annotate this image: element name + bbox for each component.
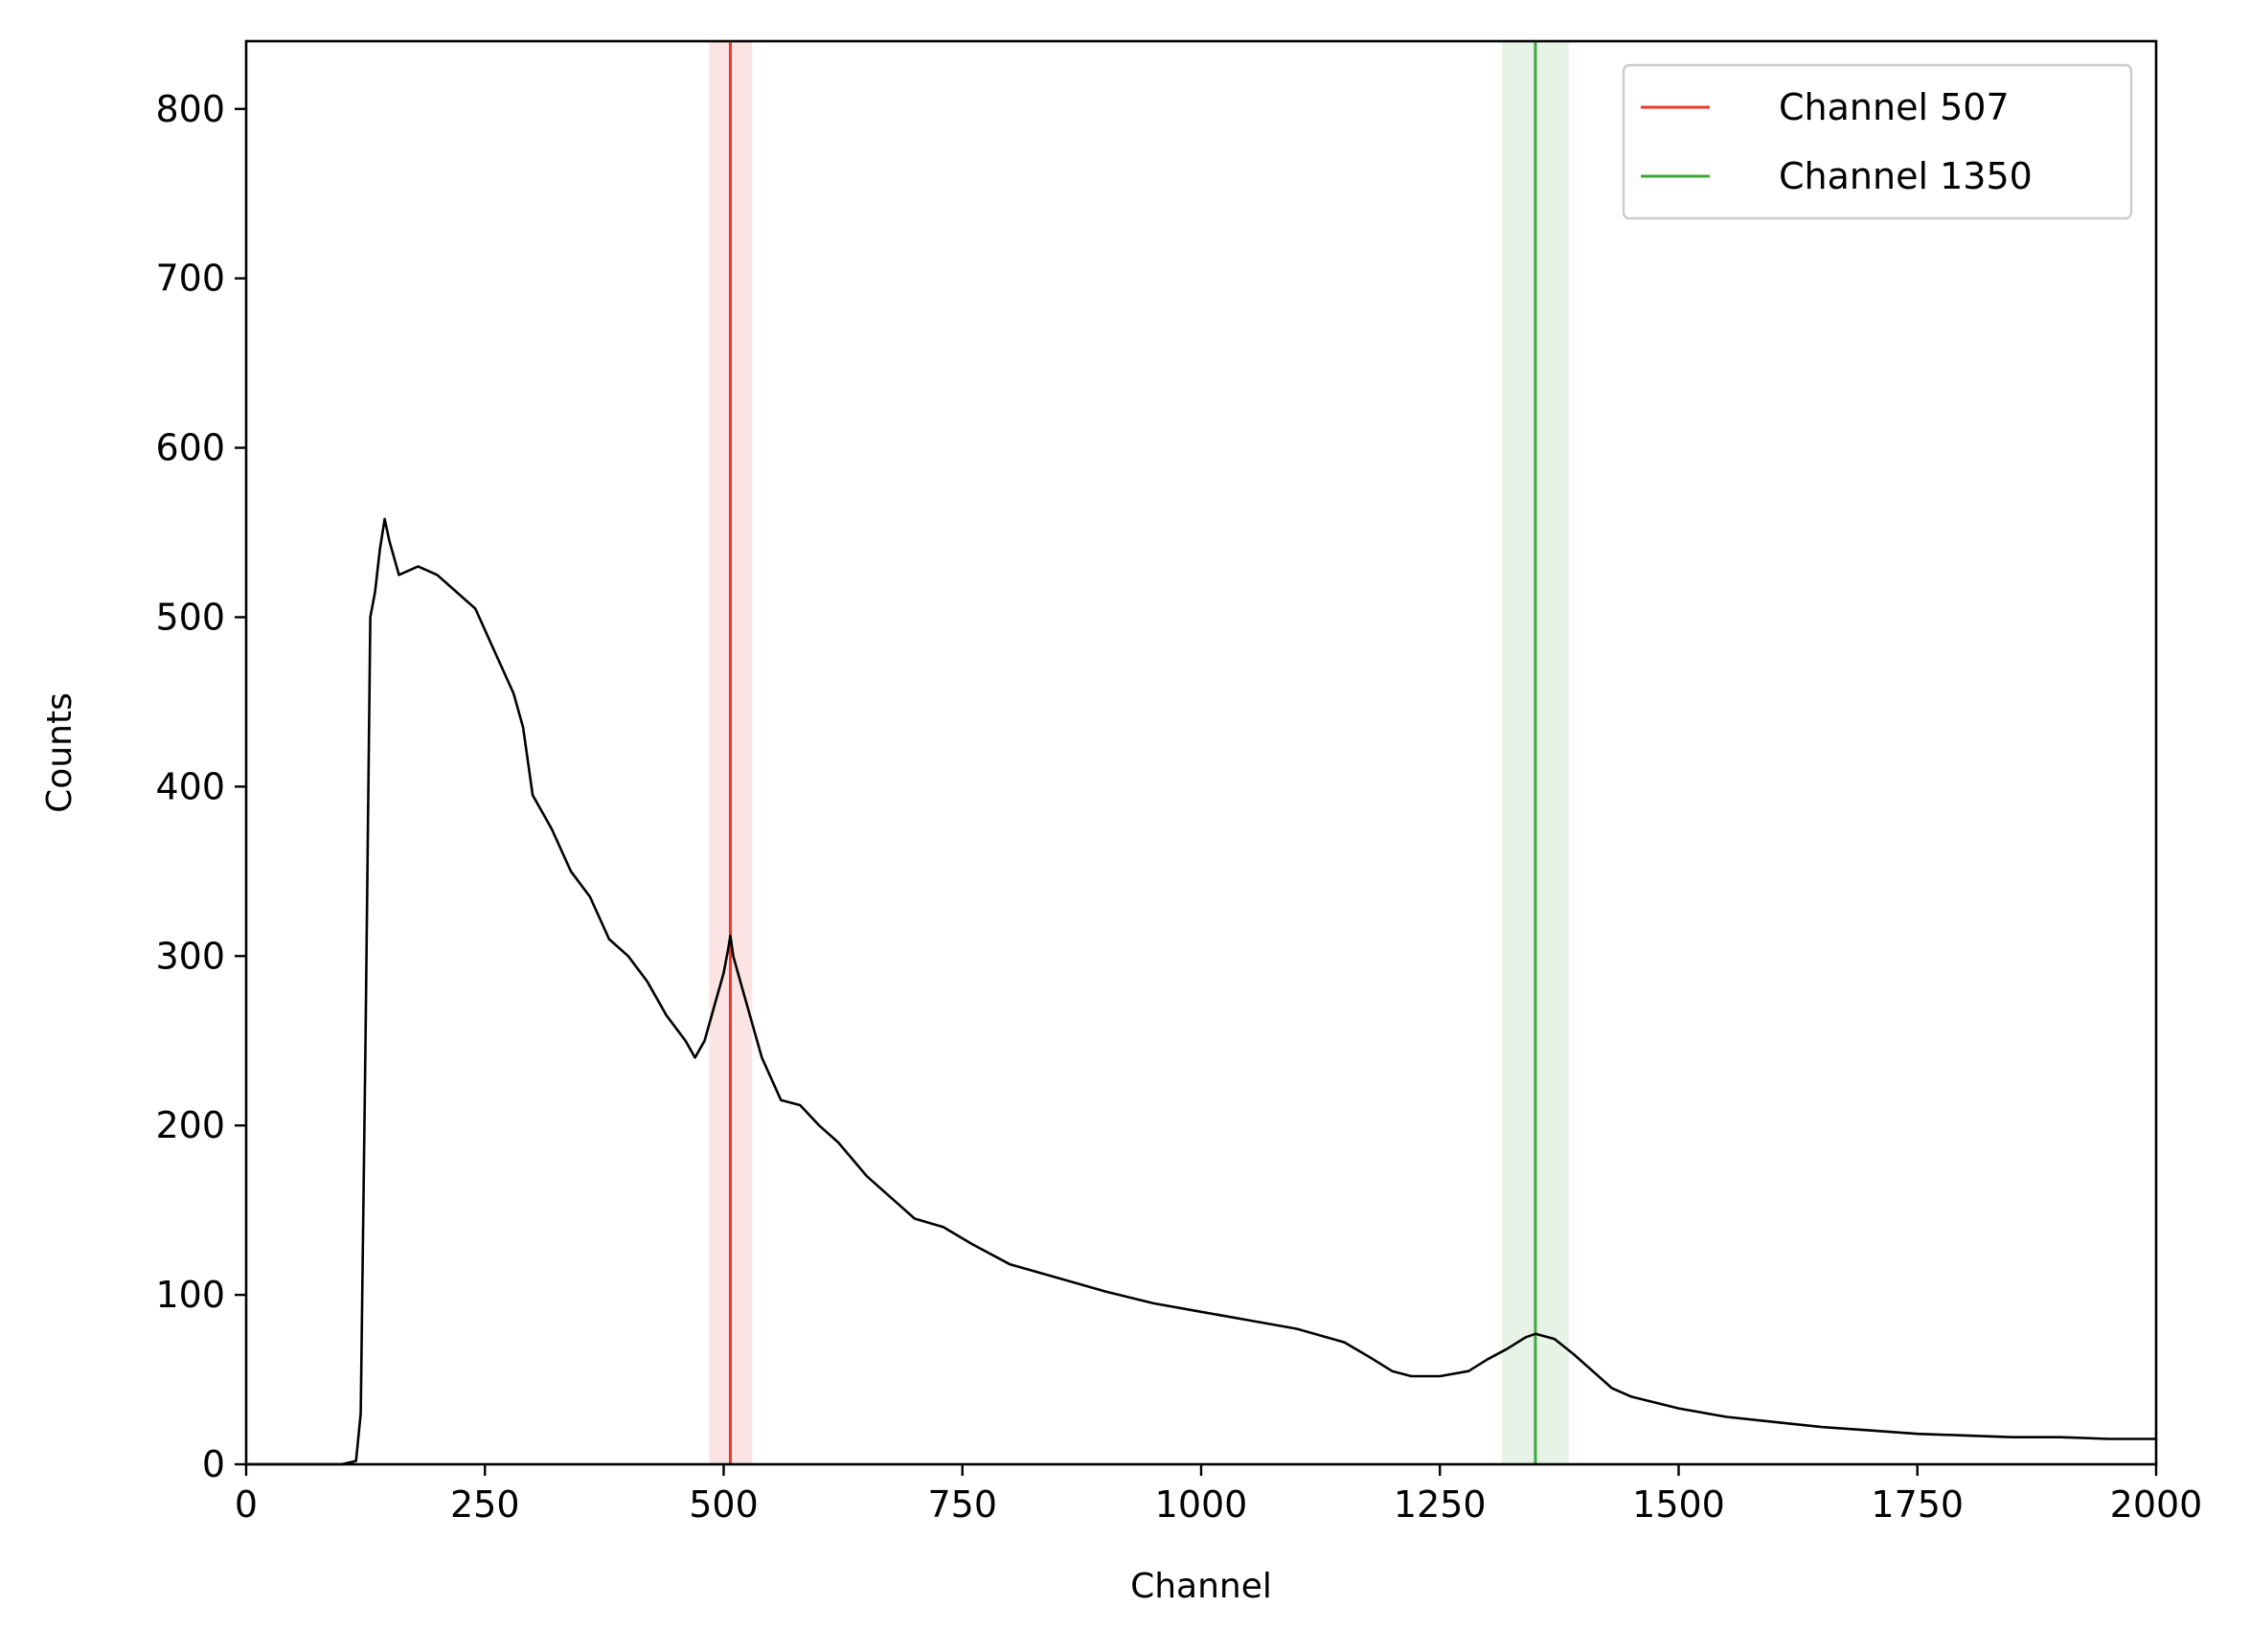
legend-label-1: Channel 1350: [1779, 155, 2033, 197]
x-axis-ticks: 0 250 500 750 1000 1250 1500 1750 2000: [235, 1464, 2202, 1526]
y-axis-ticks: 0 100 200 300 400 500 600 700 800: [155, 88, 246, 1485]
y-tick-label: 700: [155, 258, 225, 300]
y-tick-label: 500: [155, 596, 225, 638]
y-tick-label: 100: [155, 1274, 225, 1316]
marker-lines: [728, 41, 1537, 1464]
y-tick-label: 300: [155, 935, 225, 977]
plot-frame: [244, 39, 2158, 1466]
y-tick-label: 800: [155, 88, 225, 130]
y-axis-label: Counts: [40, 692, 80, 813]
x-tick-label: 750: [927, 1483, 997, 1526]
x-tick-label: 2000: [2110, 1483, 2203, 1526]
legend-box: [1622, 63, 2133, 220]
x-tick-label: 250: [450, 1483, 520, 1526]
y-tick-label: 600: [155, 427, 225, 469]
spectrum-line: [246, 517, 2156, 1466]
x-tick-label: 500: [689, 1483, 759, 1526]
y-tick-label: 200: [155, 1104, 225, 1146]
y-tick-label: 400: [155, 765, 225, 807]
x-tick-label: 1500: [1632, 1483, 1725, 1526]
x-tick-label: 1750: [1871, 1483, 1964, 1526]
x-axis-label: Channel: [1130, 1567, 1272, 1606]
y-tick-label: 0: [202, 1443, 225, 1485]
x-tick-label: 1000: [1155, 1483, 1248, 1526]
legend-label-0: Channel 507: [1779, 86, 2010, 128]
marker-bands: [709, 41, 1569, 1464]
legend: Channel 507 Channel 1350: [1622, 63, 2133, 220]
x-tick-label: 1250: [1394, 1483, 1487, 1526]
x-tick-label: 0: [235, 1483, 258, 1526]
